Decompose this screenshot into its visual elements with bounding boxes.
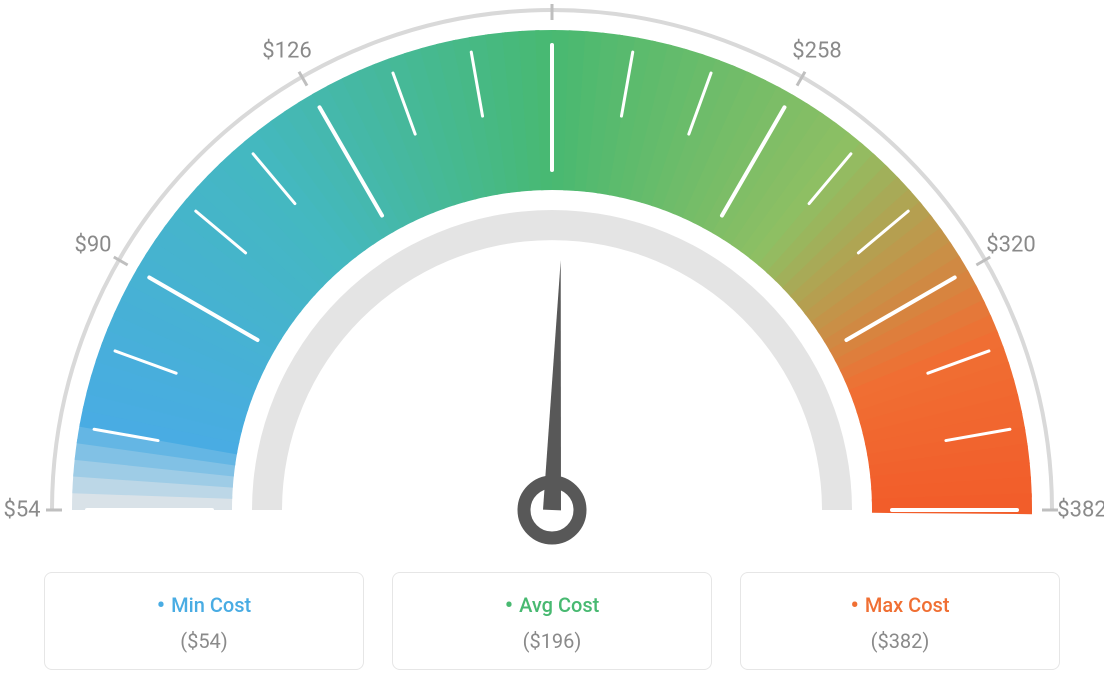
legend-card: Min Cost ($54) [44,572,364,670]
tick-label: $126 [262,39,311,64]
legend-label: Avg Cost [393,591,711,619]
legend: Min Cost ($54) Avg Cost ($196) Max Cost ($382… [0,572,1104,670]
legend-card: Max Cost ($382) [740,572,1060,670]
legend-value: ($196) [393,629,711,653]
tick-label: $90 [74,233,111,258]
tick-label: $382 [1057,498,1104,523]
tick-label: $320 [986,233,1035,258]
cost-gauge: $54$90$126$196$258$320$382 [0,0,1104,560]
legend-card: Avg Cost ($196) [392,572,712,670]
needle [543,260,561,510]
gauge-svg [0,0,1104,560]
legend-value: ($54) [45,629,363,653]
tick-label: $54 [3,498,40,523]
tick-label: $258 [792,39,841,64]
legend-label: Max Cost [741,591,1059,619]
legend-value: ($382) [741,629,1059,653]
legend-label: Min Cost [45,591,363,619]
